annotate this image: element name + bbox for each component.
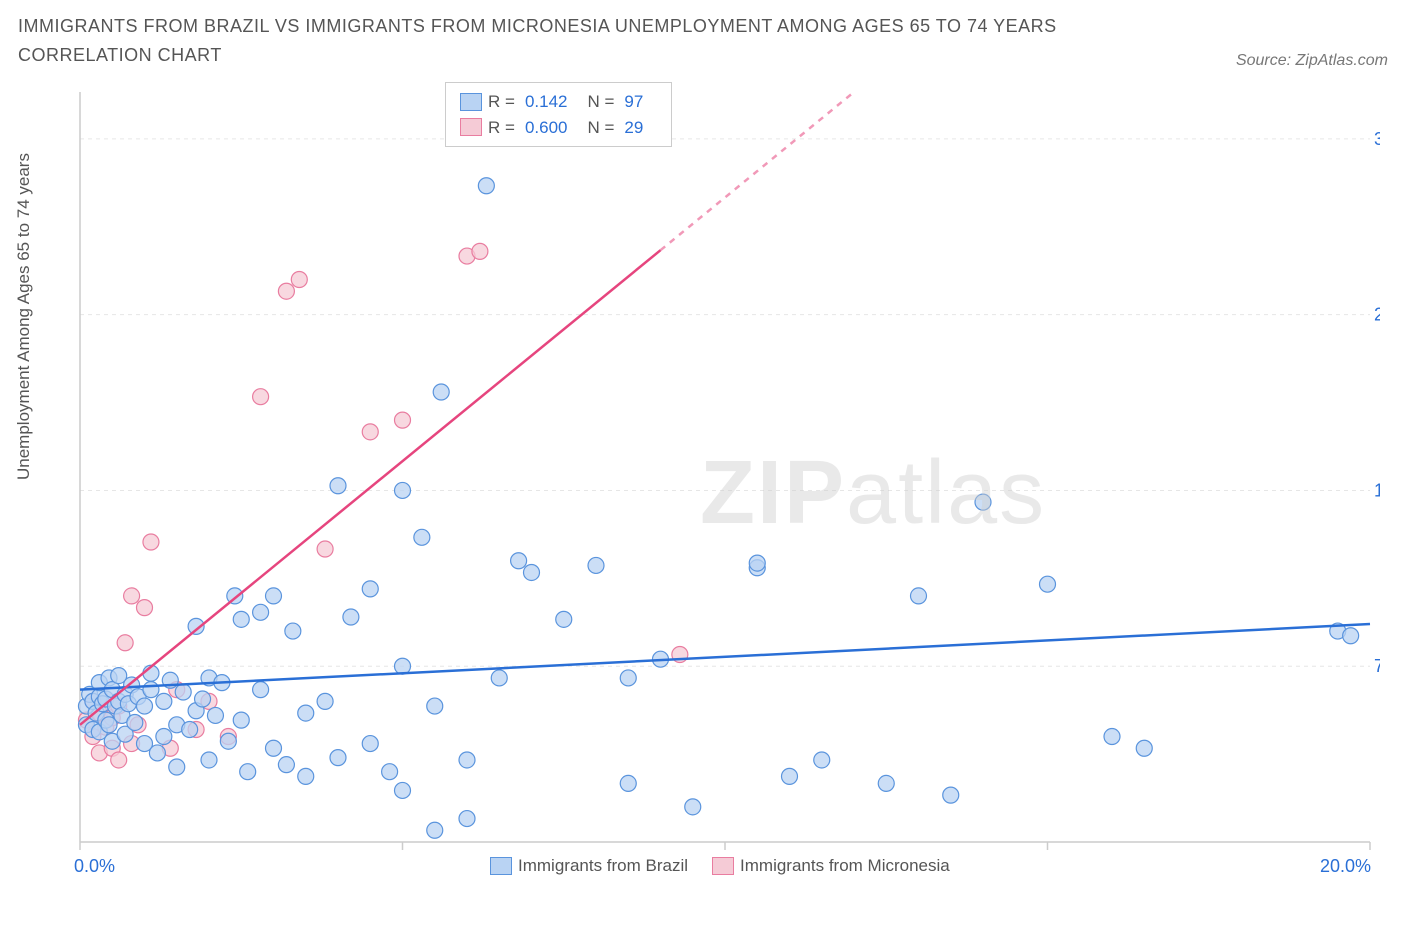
svg-text:15.0%: 15.0% [1374,480,1380,500]
svg-text:7.5%: 7.5% [1374,656,1380,676]
svg-text:22.5%: 22.5% [1374,305,1380,325]
legend-r-micronesia: 0.600 [525,115,568,141]
y-axis-label: Unemployment Among Ages 65 to 74 years [14,153,34,480]
legend-item-micronesia: Immigrants from Micronesia [712,856,950,876]
legend-n-label: N = [587,89,614,115]
legend-swatch-pink [712,857,734,875]
series-name-brazil: Immigrants from Brazil [518,856,688,876]
x-axis-min: 0.0% [74,856,115,877]
header: IMMIGRANTS FROM BRAZIL VS IMMIGRANTS FRO… [0,0,1406,70]
legend-r-label: R = [488,115,515,141]
chart-area: R = 0.142 N = 97 R = 0.600 N = 29 ZIPatl… [60,82,1380,882]
legend-item-brazil: Immigrants from Brazil [490,856,688,876]
legend-n-label: N = [587,115,614,141]
legend-swatch-pink [460,118,482,136]
legend-row-micronesia: R = 0.600 N = 29 [460,115,657,141]
series-legend: Immigrants from Brazil Immigrants from M… [490,856,950,876]
x-axis-max: 20.0% [1320,856,1371,877]
legend-n-brazil: 97 [624,89,643,115]
legend-r-label: R = [488,89,515,115]
legend-n-micronesia: 29 [624,115,643,141]
legend-r-brazil: 0.142 [525,89,568,115]
svg-text:30.0%: 30.0% [1374,129,1380,149]
legend-row-brazil: R = 0.142 N = 97 [460,89,657,115]
chart-title: IMMIGRANTS FROM BRAZIL VS IMMIGRANTS FRO… [18,12,1168,70]
source-label: Source: ZipAtlas.com [1236,52,1388,70]
series-name-micronesia: Immigrants from Micronesia [740,856,950,876]
correlation-legend: R = 0.142 N = 97 R = 0.600 N = 29 [445,82,672,147]
legend-swatch-blue [460,93,482,111]
scatter-plot: 7.5% 15.0% 22.5% 30.0% [60,82,1380,882]
legend-swatch-blue [490,857,512,875]
